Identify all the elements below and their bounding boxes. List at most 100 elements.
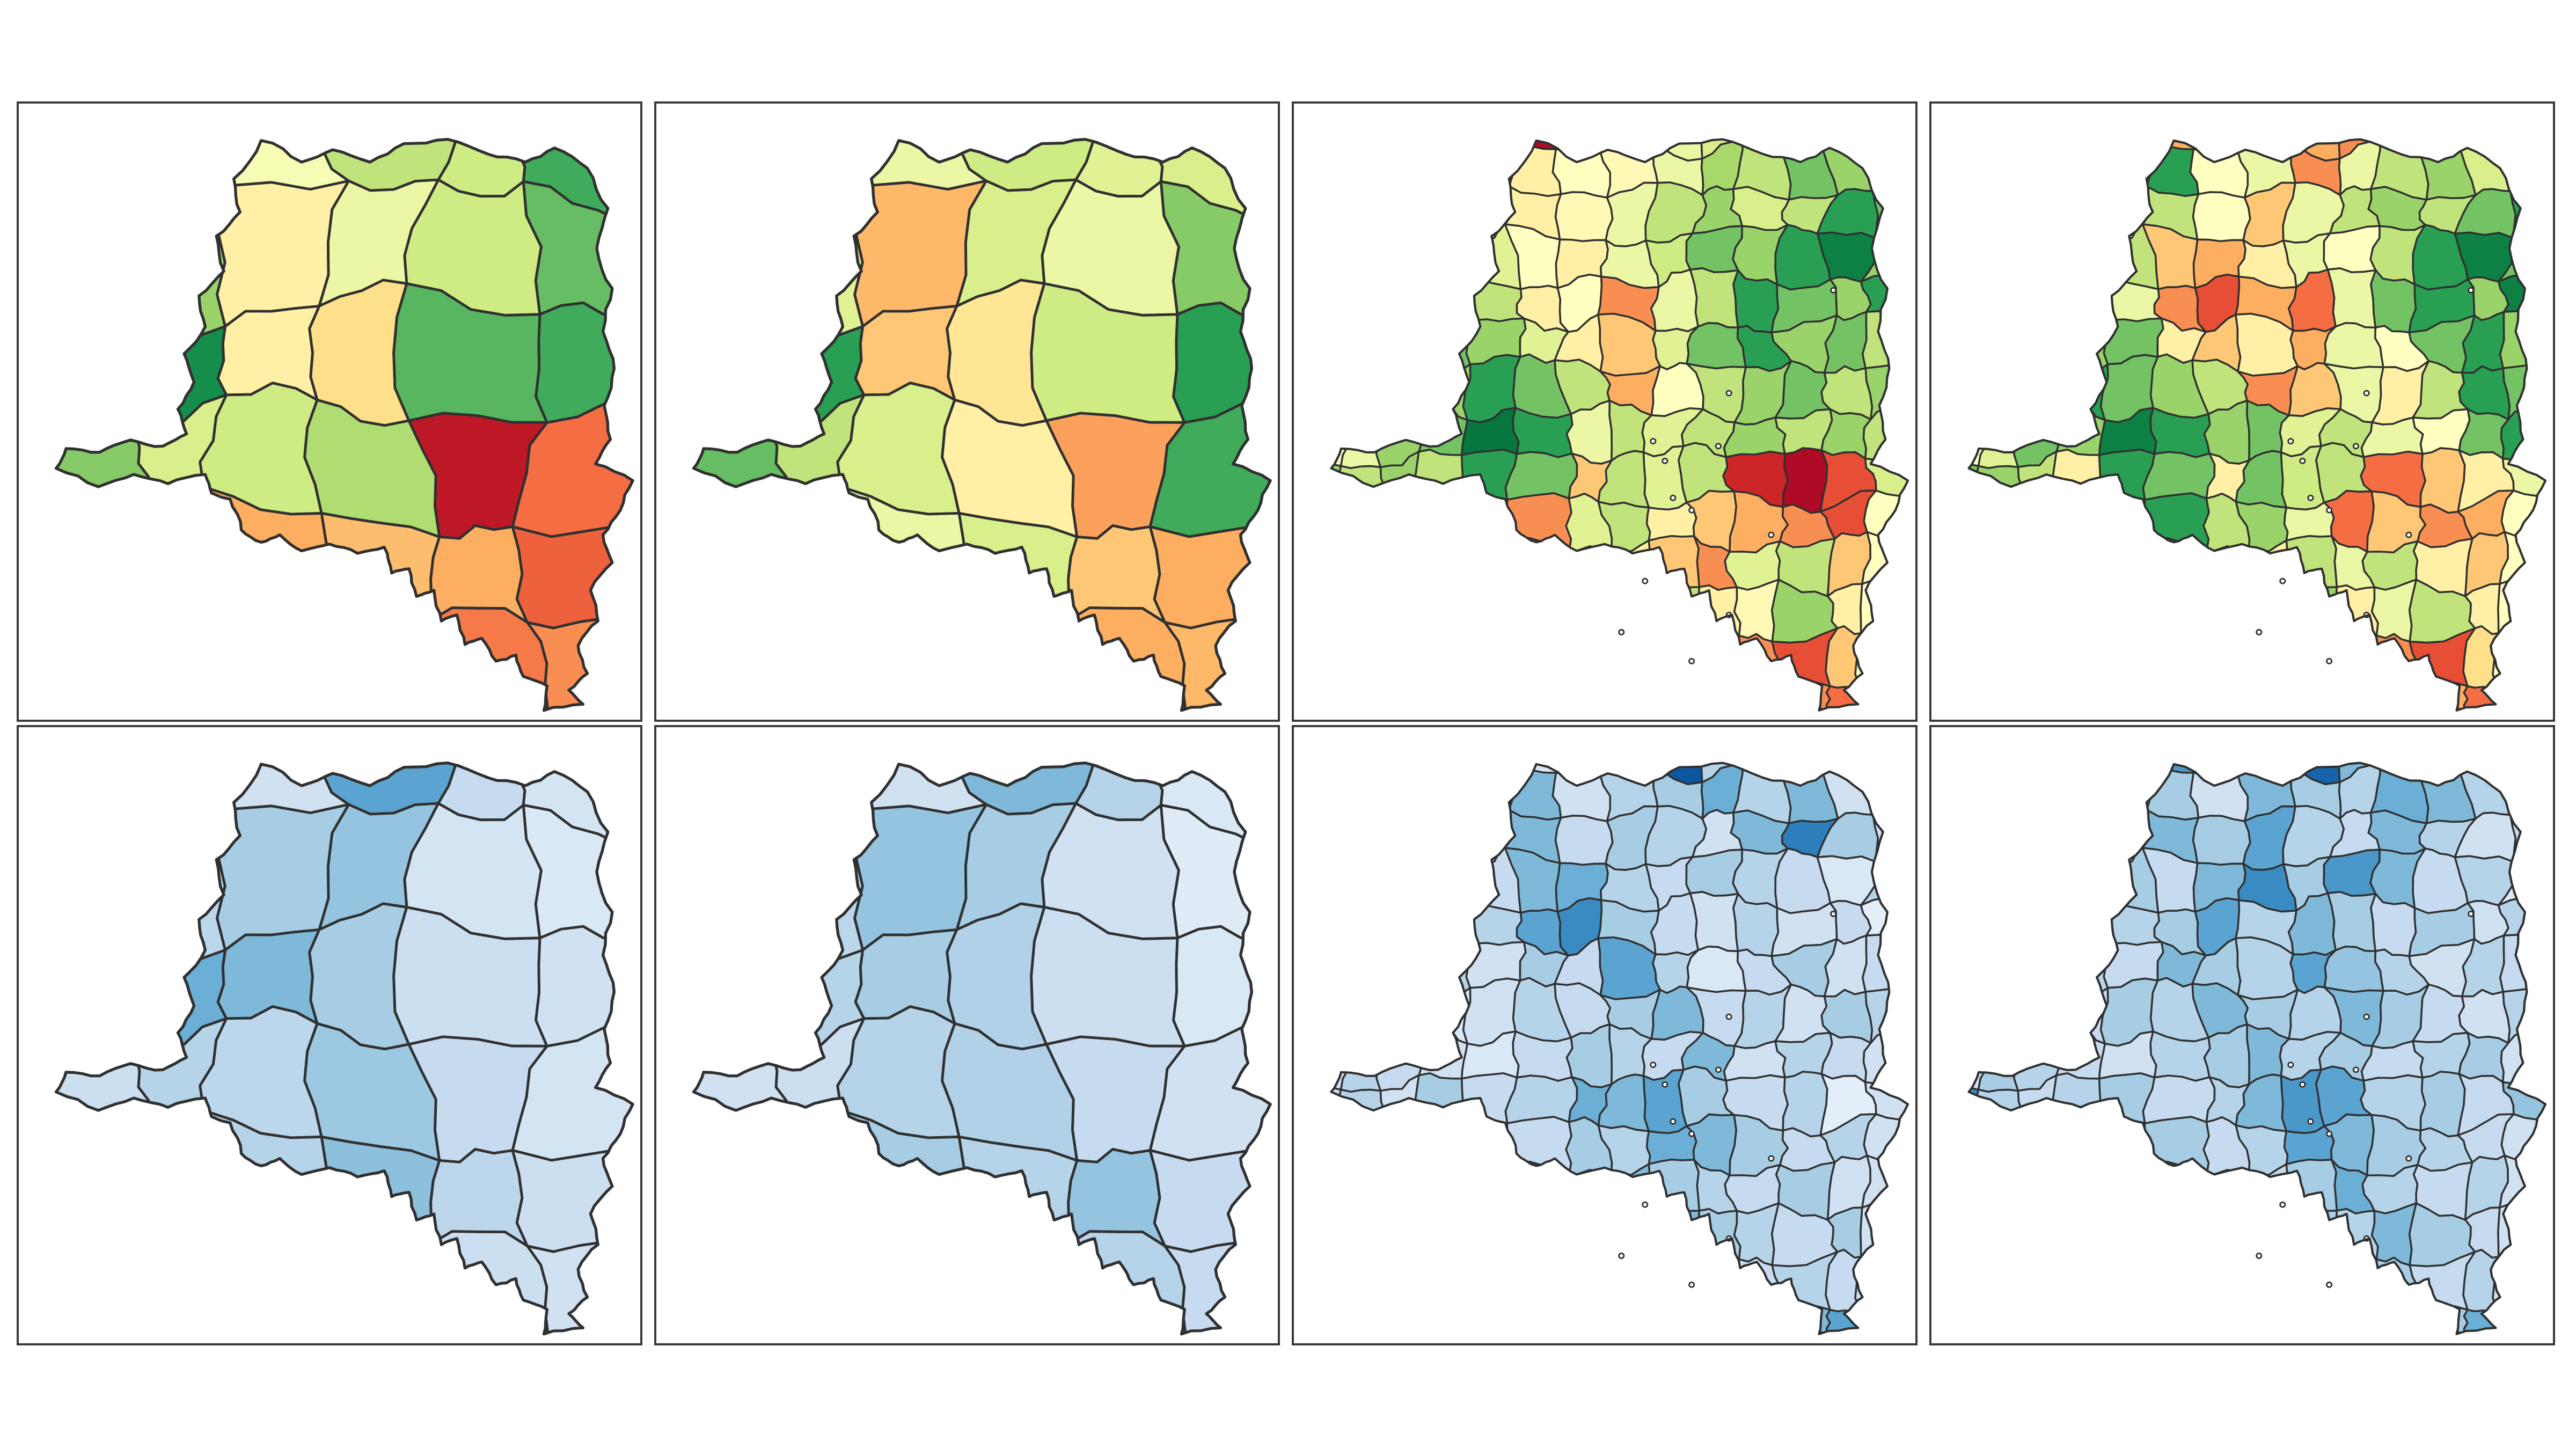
map-region [1331,619,1348,680]
map-region [1551,545,1618,596]
choropleth-map-zones-blues-a [1294,762,1909,1335]
map-region [1825,685,1869,711]
map-region [693,139,782,218]
map-region [1331,577,1397,643]
region-layer [56,763,633,1334]
map-region [2463,685,2507,711]
map-region [1864,139,1908,193]
map-region [1514,1160,1570,1202]
map-region [1968,226,1992,280]
map-region [1645,669,1703,711]
enclave-dot [1688,1130,1695,1137]
map-region [1474,678,1514,711]
map-region [1554,191,1614,243]
map-region [2326,891,2377,953]
map-region [1457,1199,1521,1252]
map-region [2017,227,2075,279]
map-region [1343,355,1388,425]
map-region [759,1254,893,1334]
enclave-dot [2363,390,2370,397]
map-region [1547,1288,1611,1334]
map-region [2057,314,2113,371]
enclave-dot [1768,531,1775,538]
choropleth-map-provinces-rdylgn-a [54,137,634,712]
map-region [1474,1301,1514,1334]
enclave-dot [1688,657,1695,664]
map-region [56,1221,148,1334]
map-region [2283,669,2340,711]
map-region [535,925,633,1048]
map-region [1344,936,1392,991]
map-region [1414,763,1467,824]
map-region [1172,925,1271,1048]
map-region [1461,139,1522,143]
map-region [2143,139,2198,150]
map-region [2102,1246,2151,1309]
region-layer [1331,139,1908,711]
map-region [2189,1169,2255,1220]
map-region [1981,847,2024,903]
enclave-dot [1715,443,1722,450]
map-region [693,397,788,512]
map-panel-zones-rdylgn-b [1929,101,2555,722]
map-region [1391,1206,1432,1256]
region-layer [56,139,633,711]
map-region [1592,1291,1656,1334]
map-region [1968,465,2028,510]
map-region [1968,577,2035,643]
map-region [2501,139,2546,145]
map-region [1861,531,1908,585]
map-region [1505,664,1572,711]
map-region [769,139,849,218]
map-region [1968,139,2019,156]
region-layer [693,763,1271,1334]
map-region [2018,806,2060,863]
enclave-dot [2326,1281,2333,1288]
map-region [1550,139,1601,155]
map-region [1968,769,2024,819]
map-region [2016,350,2076,419]
map-panel-provinces-blues-a [17,725,642,1345]
map-region [1505,1248,1572,1304]
map-region [1424,139,1474,147]
map-region [1294,1121,1328,1168]
map-region [1861,1154,1908,1209]
map-region [1511,573,1567,632]
enclave-dot [2326,1130,2333,1137]
map-region [1981,313,2030,368]
map-region [2055,857,2118,904]
map-region [1968,1201,2035,1267]
map-region [2012,1132,2061,1177]
map-panel-provinces-rdylgn-b [654,101,1280,722]
map-region [1864,139,1908,145]
map-region [2501,139,2546,193]
map-region [1968,763,1986,780]
enclave-dot [1662,457,1668,464]
map-region [2016,974,2076,1043]
enclave-dot [2299,1081,2306,1088]
map-region [56,397,150,512]
map-region [56,204,135,330]
map-region [2288,619,2341,684]
map-region [2231,139,2290,153]
map-region [1422,1208,1467,1256]
map-region [1331,1165,1395,1218]
map-region [2055,233,2118,280]
enclave-dot [1618,629,1625,635]
map-region [1331,815,1349,863]
map-region [2098,763,2160,766]
map-region [1331,139,1382,156]
map-region [759,631,893,711]
map-region [2060,584,2104,632]
map-region [2283,1125,2335,1165]
map-region [1382,932,1438,985]
map-region [1968,139,1986,156]
map-region [2008,139,2068,150]
map-region [1382,309,1438,361]
map-region [1463,763,1514,824]
map-region [2187,763,2238,778]
map-region [2015,670,2061,711]
map-region [1464,623,1513,685]
map-region [1782,447,1828,514]
enclave-dot [2326,657,2333,664]
